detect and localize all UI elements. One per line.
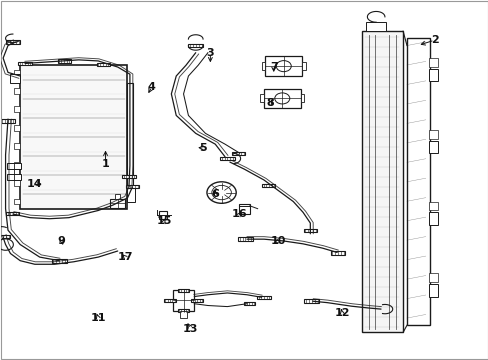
- Text: 10: 10: [270, 236, 286, 246]
- Bar: [428, 273, 438, 282]
- Bar: [179, 311, 187, 318]
- Bar: [125, 185, 139, 188]
- Bar: [0, 235, 10, 238]
- Bar: [428, 130, 438, 139]
- Bar: [6, 163, 21, 169]
- Bar: [262, 184, 275, 187]
- Text: 11: 11: [90, 313, 106, 323]
- Text: 4: 4: [147, 82, 156, 92]
- Bar: [20, 65, 127, 209]
- Bar: [406, 39, 429, 325]
- Bar: [264, 89, 300, 108]
- Bar: [14, 162, 20, 167]
- Text: 13: 13: [183, 324, 198, 334]
- Text: 15: 15: [156, 216, 171, 226]
- Bar: [361, 31, 402, 332]
- Bar: [127, 187, 135, 202]
- Text: 16: 16: [231, 209, 247, 219]
- Bar: [6, 174, 21, 180]
- Bar: [58, 59, 71, 63]
- Bar: [159, 211, 166, 219]
- Bar: [428, 202, 438, 211]
- Bar: [300, 94, 304, 102]
- Text: 14: 14: [27, 179, 42, 189]
- Bar: [14, 125, 20, 131]
- Bar: [177, 289, 189, 292]
- Text: 9: 9: [58, 236, 65, 246]
- Circle shape: [276, 60, 291, 72]
- Bar: [122, 175, 135, 178]
- Bar: [14, 143, 20, 149]
- Bar: [163, 299, 175, 302]
- Bar: [239, 204, 249, 214]
- Bar: [366, 22, 385, 31]
- Text: 1: 1: [102, 159, 109, 169]
- Bar: [232, 152, 244, 155]
- Bar: [265, 56, 302, 76]
- Text: 3: 3: [206, 48, 214, 58]
- Bar: [302, 62, 305, 70]
- Bar: [191, 299, 203, 302]
- Text: 2: 2: [430, 35, 438, 45]
- Bar: [10, 74, 20, 83]
- Bar: [14, 88, 20, 94]
- Circle shape: [206, 182, 236, 203]
- Bar: [303, 229, 316, 232]
- Bar: [6, 212, 20, 215]
- Bar: [14, 199, 20, 204]
- Bar: [428, 212, 438, 225]
- Bar: [14, 69, 20, 75]
- Bar: [52, 259, 66, 263]
- Bar: [304, 300, 319, 303]
- Bar: [243, 302, 255, 305]
- Bar: [428, 69, 438, 81]
- Bar: [220, 157, 234, 160]
- Bar: [428, 58, 438, 67]
- Bar: [96, 63, 109, 66]
- Bar: [261, 62, 265, 70]
- Bar: [0, 119, 15, 123]
- Bar: [260, 94, 264, 102]
- Circle shape: [211, 185, 231, 200]
- Bar: [127, 83, 133, 191]
- Text: 7: 7: [269, 62, 277, 72]
- Circle shape: [274, 93, 289, 104]
- Bar: [14, 180, 20, 186]
- Text: 12: 12: [334, 308, 349, 318]
- Bar: [428, 284, 438, 297]
- Text: 8: 8: [266, 98, 274, 108]
- Text: 6: 6: [211, 189, 219, 199]
- Bar: [238, 237, 252, 241]
- Text: 17: 17: [117, 252, 133, 262]
- Bar: [115, 194, 120, 199]
- Bar: [110, 199, 125, 208]
- Bar: [5, 40, 20, 44]
- Bar: [177, 309, 189, 312]
- Bar: [172, 290, 194, 311]
- Bar: [257, 296, 270, 299]
- Bar: [330, 251, 345, 255]
- Bar: [14, 107, 20, 112]
- Bar: [188, 44, 203, 47]
- Bar: [19, 62, 32, 65]
- Bar: [428, 140, 438, 153]
- Text: 5: 5: [199, 143, 206, 153]
